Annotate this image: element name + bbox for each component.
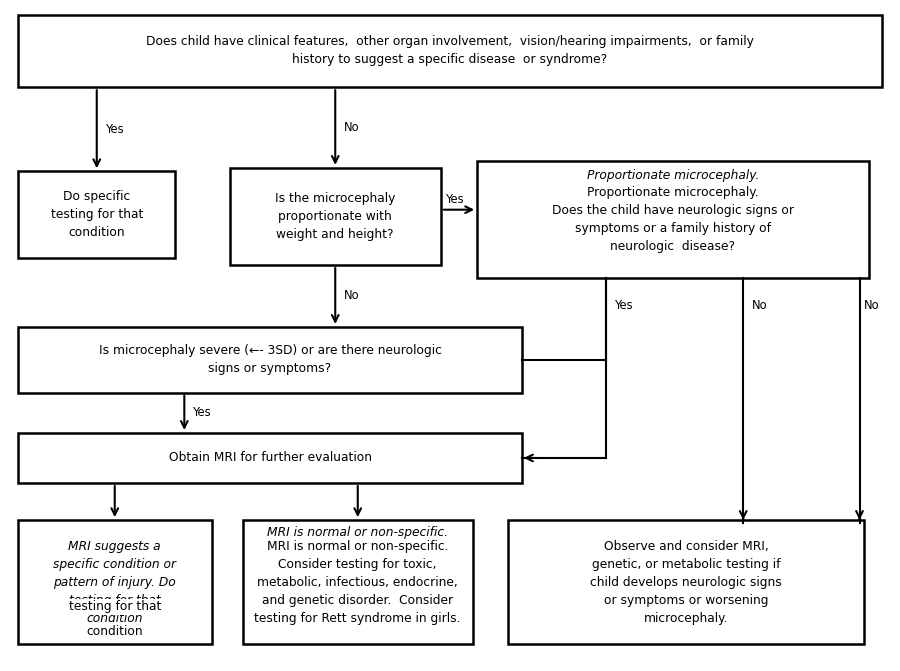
Text: Yes: Yes xyxy=(194,406,212,419)
FancyBboxPatch shape xyxy=(243,520,472,644)
Text: Is the microcephaly
proportionate with
weight and height?: Is the microcephaly proportionate with w… xyxy=(275,192,395,241)
Text: No: No xyxy=(344,289,360,303)
Text: Is microcephaly severe (←- 3SD) or are there neurologic
signs or symptoms?: Is microcephaly severe (←- 3SD) or are t… xyxy=(99,344,441,375)
Text: Observe and consider MRI,
genetic, or metabolic testing if
child develops neurol: Observe and consider MRI, genetic, or me… xyxy=(590,539,782,625)
Text: Obtain MRI for further evaluation: Obtain MRI for further evaluation xyxy=(168,452,372,464)
Text: Proportionate microcephaly.: Proportionate microcephaly. xyxy=(587,169,759,183)
FancyBboxPatch shape xyxy=(18,433,522,483)
FancyBboxPatch shape xyxy=(477,161,868,278)
Text: testing for that: testing for that xyxy=(68,601,161,613)
Text: Proportionate microcephaly.
Does the child have neurologic signs or
symptoms or : Proportionate microcephaly. Does the chi… xyxy=(552,187,794,253)
Text: MRI is normal or non-specific.
Consider testing for toxic,
metabolic, infectious: MRI is normal or non-specific. Consider … xyxy=(255,539,461,625)
FancyBboxPatch shape xyxy=(18,171,176,258)
Text: condition: condition xyxy=(86,625,143,638)
FancyBboxPatch shape xyxy=(18,327,522,393)
Text: No: No xyxy=(864,299,879,312)
FancyBboxPatch shape xyxy=(230,168,441,265)
Text: Proportionate microcephaly.: Proportionate microcephaly. xyxy=(587,169,759,183)
FancyBboxPatch shape xyxy=(508,520,864,644)
Text: Yes: Yes xyxy=(616,299,634,312)
Text: MRI is normal or non-specific.: MRI is normal or non-specific. xyxy=(267,526,448,539)
Text: MRI suggests a
specific condition or
pattern of injury. Do
testing for that
cond: MRI suggests a specific condition or pat… xyxy=(53,539,176,625)
Text: No: No xyxy=(752,299,768,312)
FancyBboxPatch shape xyxy=(18,15,882,87)
Text: testing for that: testing for that xyxy=(69,601,160,613)
Text: No: No xyxy=(344,121,360,134)
Text: Yes: Yes xyxy=(446,193,464,206)
Text: Yes: Yes xyxy=(106,123,124,136)
Text: condition: condition xyxy=(86,625,143,638)
Text: Does child have clinical features,  other organ involvement,  vision/hearing imp: Does child have clinical features, other… xyxy=(146,36,754,66)
Text: Do specific
testing for that
condition: Do specific testing for that condition xyxy=(50,190,143,240)
FancyBboxPatch shape xyxy=(18,520,212,644)
Text: MRI is normal or non-specific.: MRI is normal or non-specific. xyxy=(267,526,448,539)
